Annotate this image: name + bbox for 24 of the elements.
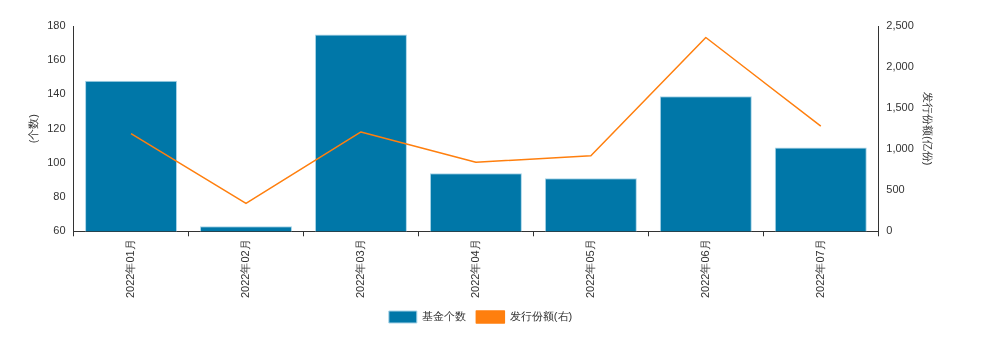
y2-tick-label: 1,500: [886, 101, 914, 114]
y-axis-title: (个数): [26, 113, 39, 144]
y2-tick-label: 0: [886, 224, 893, 237]
x-tick-label: 2022年03月: [353, 239, 366, 299]
y2-tick-label: 2,000: [886, 60, 914, 73]
y2-axis-title: 发行份额(亿份): [922, 91, 935, 166]
x-tick-label: 2022年07月: [813, 239, 826, 299]
x-tick-label: 2022年04月: [468, 239, 481, 299]
legend-label: 发行份额(右): [509, 310, 573, 323]
y-tick-label: 120: [47, 121, 66, 134]
y2-tick-label: 500: [886, 183, 905, 196]
y-tick-label: 180: [47, 19, 66, 32]
x-tick-label: 2022年06月: [698, 239, 711, 299]
y-tick-label: 140: [47, 87, 66, 100]
y-tick-label: 60: [53, 224, 66, 237]
y-tick-label: 160: [47, 53, 66, 66]
y2-tick-label: 1,000: [886, 142, 914, 155]
x-tick-label: 2022年02月: [239, 239, 252, 299]
x-tick-label: 2022年05月: [583, 239, 596, 299]
y2-tick-label: 2,500: [886, 19, 914, 32]
x-tick-label: 2022年01月: [124, 239, 137, 299]
y-tick-label: 100: [47, 155, 66, 168]
legend-label: 基金个数: [422, 310, 467, 323]
y-tick-label: 80: [53, 190, 66, 203]
